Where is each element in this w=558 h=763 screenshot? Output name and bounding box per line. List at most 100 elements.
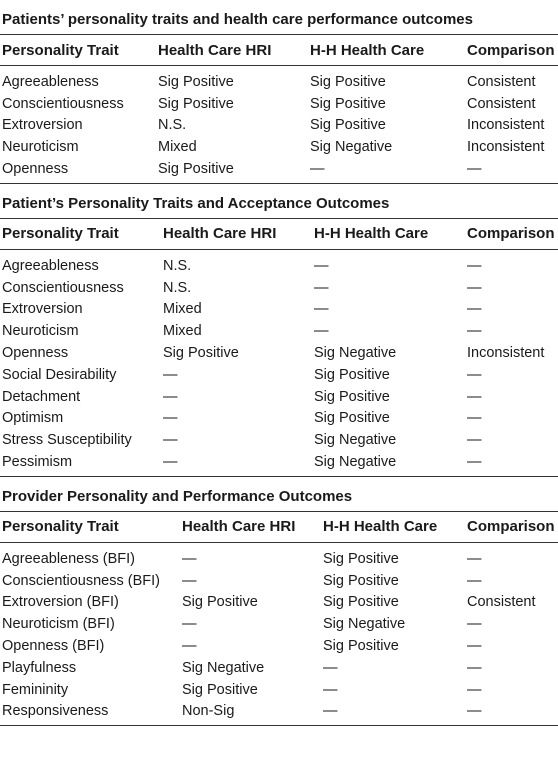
comparison-cell: — [467,323,482,340]
table-body: Agreeableness N.S. — — Conscientiousness… [0,250,558,476]
table-row: Playfulness Sig Negative — — [0,657,558,679]
comparison-cell: — [467,410,482,427]
section-title: Provider Personality and Performance Out… [2,487,353,505]
rule [0,217,558,219]
header-comparison: Comparison [467,41,555,59]
header-personality-trait: Personality Trait [2,225,119,243]
comparison-cell: — [467,550,482,567]
hri-cell: N.S. [163,279,192,296]
comparison-cell: Inconsistent [467,117,545,134]
hh-cell: Sig Positive [314,366,390,383]
trait-cell: Detachment [2,388,81,405]
hh-cell: Sig Negative [314,345,397,362]
hh-cell: Sig Negative [323,616,406,633]
comparison-cell: Consistent [467,73,536,90]
table-row: Stress Susceptibility — Sig Negative — [0,429,558,451]
section-patient-acceptance: Patient’s Personality Traits and Accepta… [0,184,558,477]
trait-cell: Stress Susceptibility [2,432,132,449]
hh-cell: Sig Positive [314,388,390,405]
section-title: Patients’ personality traits and health … [2,11,473,28]
hri-cell: Sig Positive [158,95,234,112]
comparison-cell: — [467,572,482,589]
hri-cell: Sig Negative [182,659,265,676]
trait-cell: Agreeableness [2,257,99,274]
header-personality-trait: Personality Trait [2,518,119,536]
hh-cell: Sig Negative [314,432,397,449]
hh-cell: Sig Positive [323,594,399,611]
comparison-cell: — [467,366,482,383]
trait-cell: Agreeableness [2,73,99,90]
hri-cell: Mixed [158,139,197,156]
hri-cell: N.S. [158,117,187,134]
table-row: Agreeableness (BFI) — Sig Positive — [0,548,558,570]
rule [0,541,558,543]
table-row: Neuroticism Mixed Sig Negative Inconsist… [0,136,558,158]
comparison-cell: — [467,388,482,405]
comparison-cell: — [467,616,482,633]
hh-cell: — [310,161,325,178]
rule [0,34,558,35]
table-row: Extroversion Mixed — — [0,299,558,321]
header-hh-health-care: H-H Health Care [310,41,425,59]
hh-cell: Sig Negative [314,454,397,471]
hri-cell: Sig Positive [182,594,258,611]
hri-cell: Non-Sig [182,703,235,720]
section-patient-performance: Patients’ personality traits and health … [0,0,558,184]
rule [0,182,558,184]
comparison-cell: — [467,454,482,471]
table-row: Agreeableness Sig Positive Sig Positive … [0,71,558,93]
header-health-care-hri: Health Care HRI [163,225,277,243]
rule [0,248,558,250]
comparison-cell: — [467,161,482,178]
table-row: Neuroticism (BFI) — Sig Negative — [0,613,558,635]
hri-cell: N.S. [163,257,192,274]
hri-cell: — [163,410,178,427]
trait-cell: Social Desirability [2,366,117,383]
table-row: Conscientiousness (BFI) — Sig Positive — [0,570,558,592]
table-body: Agreeableness (BFI) — Sig Positive — Con… [0,543,558,725]
hh-cell: — [323,703,338,720]
comparison-cell: — [467,638,482,655]
hh-cell: Sig Negative [310,139,393,156]
hri-cell: — [163,454,178,471]
hri-cell: Mixed [163,301,202,318]
comparison-cell: Consistent [467,594,536,611]
header-row: Personality Trait Health Care HRI H-H He… [0,219,558,249]
header-comparison: Comparison [467,225,555,243]
hh-cell: — [314,323,329,340]
header-health-care-hri: Health Care HRI [182,518,296,536]
trait-cell: Femininity [2,681,69,698]
hri-cell: Sig Positive [163,345,239,362]
table-body: Agreeableness Sig Positive Sig Positive … [0,66,558,183]
table-row: Extroversion N.S. Sig Positive Inconsist… [0,115,558,137]
trait-cell: Conscientiousness [2,279,124,296]
header-hh-health-care: H-H Health Care [323,518,438,536]
trait-cell: Conscientiousness [2,95,124,112]
trait-cell: Extroversion [2,301,83,318]
comparison-cell: Inconsistent [467,139,545,156]
comparison-cell: — [467,257,482,274]
table-row: Social Desirability — Sig Positive — [0,364,558,386]
hri-cell: — [182,572,197,589]
table-row: Responsiveness Non-Sig — — [0,701,558,723]
hh-cell: — [314,279,329,296]
table-row: Agreeableness N.S. — — [0,255,558,277]
hh-cell: Sig Positive [323,638,399,655]
trait-cell: Openness [2,161,69,178]
comparison-cell: Consistent [467,95,536,112]
rule [0,725,558,727]
comparison-cell: — [467,659,482,676]
hh-cell: Sig Positive [310,95,386,112]
hri-cell: — [163,432,178,449]
section-provider-performance: Provider Personality and Performance Out… [0,477,558,727]
hri-cell: — [182,616,197,633]
header-row: Personality Trait Health Care HRI H-H He… [0,512,558,542]
header-row: Personality Trait Health Care HRI H-H He… [0,35,558,65]
table-row: Conscientiousness Sig Positive Sig Posit… [0,93,558,115]
table-row: Optimism — Sig Positive — [0,408,558,430]
table-row: Openness Sig Positive Sig Negative Incon… [0,342,558,364]
trait-cell: Pessimism [2,454,73,471]
trait-cell: Responsiveness [2,703,109,720]
table-row: Openness Sig Positive — — [0,158,558,180]
